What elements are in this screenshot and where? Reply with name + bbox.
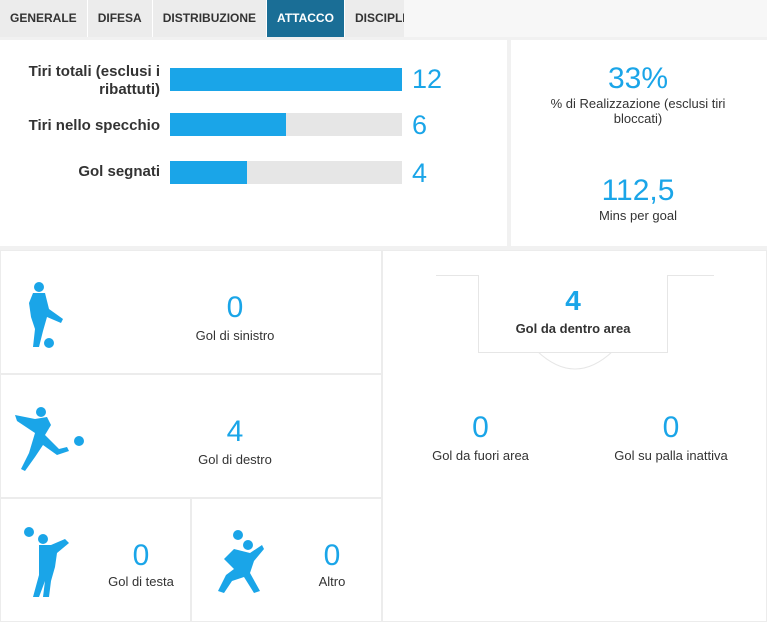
bar-value: 4 [412, 158, 428, 188]
bar-label: Tiri nello specchio [28, 117, 160, 134]
summary-panel: 33% % di Realizzazione (esclusi tiri blo… [511, 40, 765, 246]
left-foot-goals-label: Gol di sinistro [195, 328, 275, 343]
set-piece-value: 0 [662, 411, 680, 444]
bar-row-shots-on-target: Tiri nello specchio 6 [0, 110, 500, 150]
divider [0, 246, 767, 250]
divider [507, 37, 511, 250]
other-goals-value: 0 [323, 539, 341, 572]
bar-label: Gol segnati [78, 163, 160, 180]
header-goals-value: 0 [132, 539, 150, 572]
left-foot-kick-icon [29, 282, 63, 348]
bar-fill [170, 113, 286, 136]
mins-per-goal-value: 112,5 [601, 174, 675, 207]
conversion-value: 33% [607, 62, 669, 95]
bar-label: Tiri totali (esclusi i ribattuti) [28, 63, 160, 98]
right-foot-goals-label: Gol di destro [198, 452, 272, 467]
set-piece-label: Gol su palla inattiva [614, 448, 728, 463]
penalty-arc [536, 350, 614, 370]
bar-row-goals: Gol segnati 4 [0, 158, 500, 198]
inside-area-value: 4 [565, 285, 581, 316]
bar-value: 6 [412, 110, 428, 140]
tabs-filler [404, 0, 767, 37]
outside-area-value: 0 [472, 411, 489, 444]
outside-area-label: Gol da fuori area [432, 448, 529, 463]
inside-area-label: Gol da dentro area [515, 321, 631, 336]
right-foot-kick-icon [15, 407, 84, 471]
bar-row-total-shots: Tiri totali (esclusi i ribattuti) 12 [0, 62, 500, 102]
penalty-box: 4 Gol da dentro area [478, 275, 668, 353]
header-cell: 0 Gol di testa [0, 498, 191, 622]
bar-fill [170, 68, 402, 91]
bar-fill [170, 161, 248, 184]
bar-track [170, 161, 402, 184]
tab-distribuzione[interactable]: DISTRIBUZIONE [152, 0, 268, 37]
divider [0, 37, 767, 40]
right-foot-cell: 4 Gol di destro [0, 374, 382, 498]
tab-attacco[interactable]: ATTACCO [267, 0, 345, 37]
tab-difesa[interactable]: DIFESA [87, 0, 153, 37]
header-goals-label: Gol di testa [108, 574, 174, 589]
other-goals-label: Altro [318, 574, 346, 589]
bar-track [170, 68, 402, 91]
mins-per-goal-label: Mins per goal [598, 208, 678, 223]
left-foot-cell: 0 Gol di sinistro [0, 250, 382, 374]
shots-panel: Tiri totali (esclusi i ribattuti) 12 Tir… [0, 40, 507, 246]
header-icon [24, 527, 69, 597]
bicycle-kick-icon [218, 530, 264, 593]
other-cell: 0 Altro [191, 498, 382, 622]
tab-generale[interactable]: GENERALE [0, 0, 88, 37]
right-foot-goals-value: 4 [226, 415, 244, 448]
stats-tabs: GENERALE DIFESA DISTRIBUZIONE ATTACCO DI… [0, 0, 434, 37]
left-foot-goals-value: 0 [226, 291, 244, 324]
goal-area-panel: 4 Gol da dentro area 0 Gol da fuori area… [382, 250, 767, 622]
conversion-label: % di Realizzazione (esclusi tiri bloccat… [550, 96, 726, 126]
bar-value: 12 [412, 64, 443, 94]
bar-track [170, 113, 402, 136]
